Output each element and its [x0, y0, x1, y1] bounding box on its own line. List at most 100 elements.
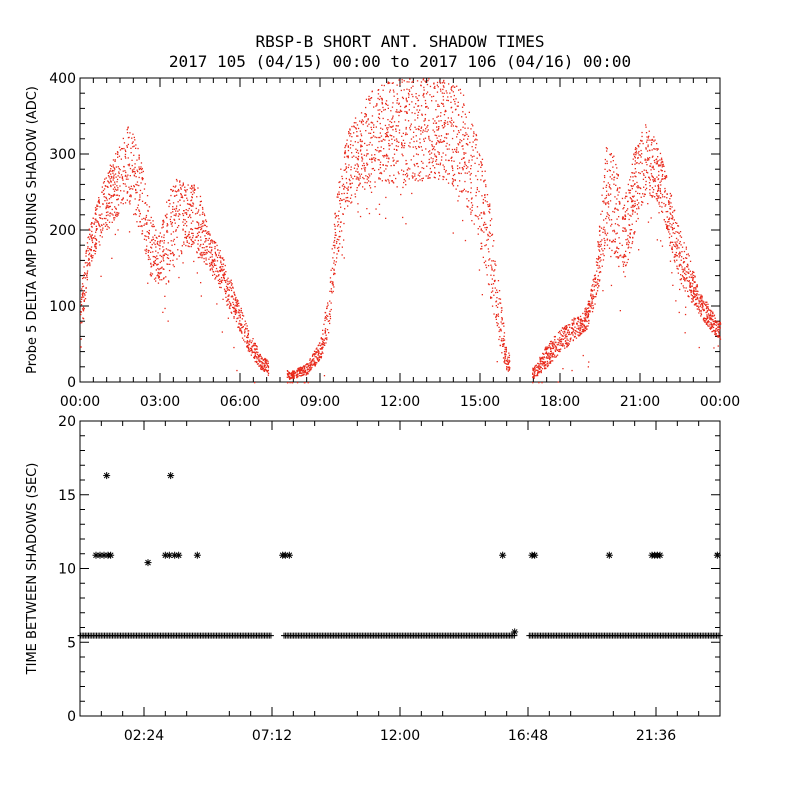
- data-point: [604, 197, 606, 200]
- data-point: [123, 190, 125, 192]
- data-point: [253, 342, 255, 345]
- data-point: [687, 253, 689, 255]
- data-point: [695, 287, 697, 289]
- data-point: [190, 209, 193, 211]
- data-point: [474, 147, 477, 149]
- data-point: [143, 188, 146, 190]
- data-point: [360, 133, 362, 135]
- data-point: [115, 166, 117, 168]
- data-point: [681, 256, 683, 258]
- data-point: [459, 139, 461, 141]
- data-point: [357, 141, 359, 144]
- data-point: [670, 217, 673, 220]
- data-point: [161, 266, 163, 268]
- data-point: [292, 371, 294, 373]
- data-point: [577, 318, 580, 320]
- data-point: [630, 215, 632, 217]
- data-point: [606, 222, 608, 224]
- data-point: [382, 117, 384, 120]
- data-point: [636, 213, 638, 215]
- data-point: [209, 251, 211, 253]
- data-point: [216, 303, 218, 305]
- data-point: [410, 138, 413, 140]
- data-point: [389, 89, 391, 91]
- data-point: [579, 321, 581, 324]
- data-point: [244, 341, 246, 343]
- data-point: [631, 223, 633, 225]
- data-point: [105, 224, 108, 226]
- data-point: [606, 202, 608, 204]
- data-point: [660, 184, 662, 186]
- data-point: [447, 96, 449, 98]
- data-point: [122, 197, 124, 199]
- data-point: [263, 364, 266, 366]
- data-point: [135, 183, 137, 186]
- data-point: [649, 179, 651, 181]
- data-point: [714, 321, 717, 324]
- data-point: [632, 237, 634, 239]
- data-point: [461, 106, 464, 108]
- data-point: [129, 200, 131, 202]
- data-point: [138, 184, 140, 187]
- data-point: [550, 348, 552, 350]
- data-point: [112, 194, 115, 196]
- data-point: [357, 165, 359, 168]
- data-point: [375, 105, 377, 107]
- data-point: [107, 219, 109, 221]
- data-point: [565, 342, 568, 344]
- data-point: [714, 317, 716, 319]
- data-point: [477, 228, 479, 230]
- data-point: [208, 258, 210, 260]
- data-point: [363, 154, 365, 156]
- data-point: [117, 212, 119, 214]
- data-point: [212, 260, 214, 262]
- data-point: [137, 147, 139, 150]
- data-point: [403, 80, 405, 82]
- data-point: [314, 353, 316, 355]
- data-point: [470, 165, 472, 167]
- data-point: [466, 198, 468, 200]
- data-point: [206, 231, 208, 233]
- data-point: [234, 298, 237, 300]
- data-point: [224, 273, 226, 276]
- data-point: [385, 102, 387, 105]
- data-point: [333, 286, 335, 288]
- data-point: [668, 236, 671, 239]
- data-point: [314, 363, 316, 365]
- data-point: [668, 228, 670, 231]
- data-point: [80, 311, 82, 313]
- data-point: [199, 226, 201, 228]
- data-point: [100, 224, 103, 226]
- data-point: [561, 345, 564, 347]
- data-point: [538, 382, 540, 384]
- data-point: [564, 334, 566, 337]
- data-point: [162, 251, 164, 253]
- data-point: [573, 336, 576, 338]
- data-point: [603, 237, 605, 240]
- data-point: [266, 371, 268, 373]
- data-point: [87, 259, 90, 261]
- data-point: [151, 225, 153, 227]
- data-point: [223, 288, 226, 290]
- data-point: [629, 192, 631, 194]
- data-point: [582, 331, 585, 333]
- data-point: [406, 111, 408, 113]
- data-point: [425, 81, 427, 83]
- data-point: [467, 144, 469, 146]
- data-point: [484, 260, 487, 262]
- data-point: [188, 245, 190, 248]
- data-point: [552, 347, 555, 350]
- data-point: [388, 148, 390, 150]
- data-point: [133, 154, 135, 156]
- data-point: [587, 312, 589, 314]
- data-point: [378, 117, 381, 120]
- data-point: [599, 279, 601, 281]
- data-point: [217, 275, 220, 277]
- data-point: [250, 349, 252, 352]
- data-point: [346, 143, 348, 145]
- data-point: [469, 208, 471, 210]
- data-point: [310, 364, 312, 366]
- data-point: [203, 261, 205, 263]
- data-point: [556, 354, 559, 356]
- data-point: [114, 188, 116, 190]
